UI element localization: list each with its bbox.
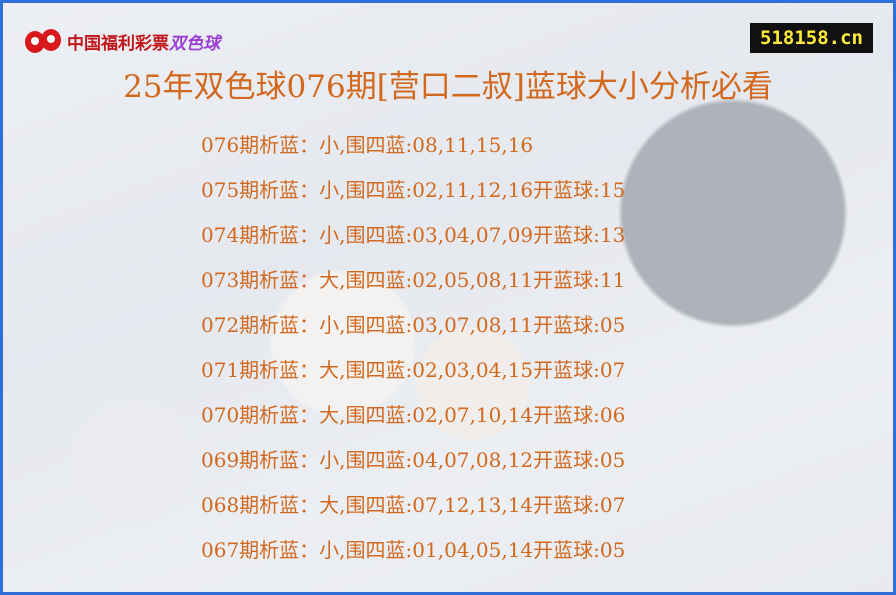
list-item: 075期析蓝：小,围四蓝:02,11,12,16开蓝球:15: [201, 178, 626, 202]
list-item: 071期析蓝：大,围四蓝:02,03,04,15开蓝球:07: [201, 358, 626, 382]
lottery-logo: 中国福利彩票双色球: [23, 25, 220, 57]
welfare-lottery-logo-icon: [23, 25, 63, 57]
analysis-list: 076期析蓝：小,围四蓝:08,11,15,16 075期析蓝：小,围四蓝:02…: [201, 131, 625, 581]
logo-text: 中国福利彩票双色球: [67, 33, 220, 54]
list-item: 072期析蓝：小,围四蓝:03,07,08,11开蓝球:05: [201, 313, 626, 337]
list-item: 070期析蓝：大,围四蓝:02,07,10,14开蓝球:06: [201, 403, 626, 427]
list-item: 068期析蓝：大,围四蓝:07,12,13,14开蓝球:07: [201, 493, 626, 517]
site-badge: 518158.cn: [750, 23, 873, 53]
list-item: 073期析蓝：大,围四蓝:02,05,08,11开蓝球:11: [201, 268, 626, 292]
list-item: 069期析蓝：小,围四蓝:04,07,08,12开蓝球:05: [201, 448, 626, 472]
list-item: 067期析蓝：小,围四蓝:01,04,05,14开蓝球:05: [201, 538, 626, 562]
background-illustration: [3, 3, 893, 592]
page-title: 25年双色球076期[营口二叔]蓝球大小分析必看: [123, 69, 773, 105]
list-item: 076期析蓝：小,围四蓝:08,11,15,16: [201, 133, 534, 157]
list-item: 074期析蓝：小,围四蓝:03,04,07,09开蓝球:13: [201, 223, 626, 247]
